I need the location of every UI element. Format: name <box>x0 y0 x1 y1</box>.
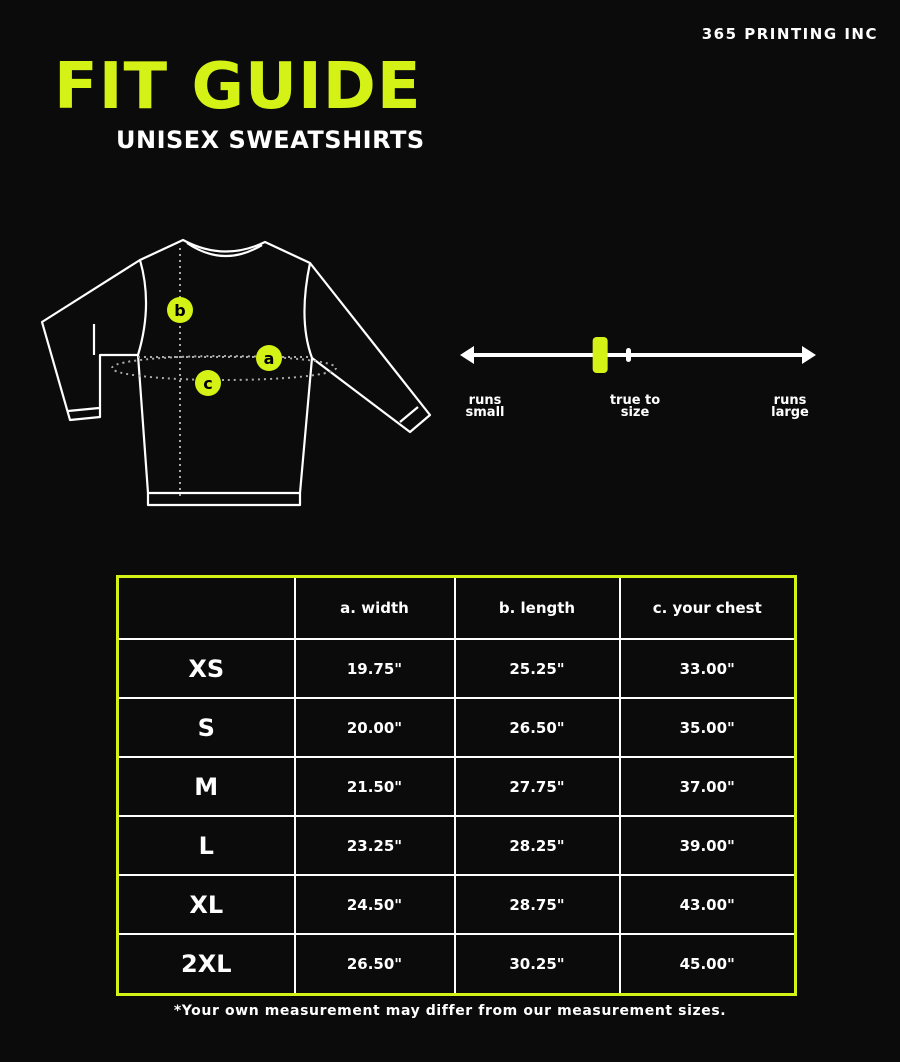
chest-cell: 33.00" <box>618 637 797 700</box>
width-cell: 21.50" <box>293 756 456 818</box>
length-cell: 27.75" <box>453 756 621 818</box>
header-width: a. width <box>293 575 456 640</box>
runs-large-label: runs large <box>771 393 809 420</box>
table-row: L 23.25" 28.25" 39.00" <box>116 815 797 877</box>
length-cell: 30.25" <box>453 933 621 996</box>
size-cell: S <box>116 697 296 759</box>
brand-name: 365 PRINTING INC <box>701 25 878 43</box>
width-cell: 24.50" <box>293 874 456 936</box>
length-cell: 28.75" <box>453 874 621 936</box>
table-row: S 20.00" 26.50" 35.00" <box>116 697 797 759</box>
arrow-left-icon <box>460 346 474 364</box>
sweatshirt-outline <box>40 238 432 507</box>
fit-marker <box>592 337 608 373</box>
chest-cell: 45.00" <box>618 933 797 996</box>
marker-c-label: c <box>203 374 212 393</box>
table-row: 2XL 26.50" 30.25" 45.00" <box>116 933 797 996</box>
fit-scale <box>460 337 816 373</box>
marker-a-label: a <box>264 349 275 368</box>
length-cell: 28.25" <box>453 815 621 877</box>
arrow-right-icon <box>802 346 816 364</box>
table-row: XL 24.50" 28.75" 43.00" <box>116 874 797 936</box>
measurement-lines <box>111 248 337 497</box>
size-table: a. width b. length c. your chest XS 19.75… <box>116 575 797 996</box>
width-cell: 20.00" <box>293 697 456 759</box>
page-subtitle: UNISEX SWEATSHIRTS <box>116 126 425 154</box>
size-cell: XL <box>116 874 296 936</box>
size-cell: L <box>116 815 296 877</box>
header-size <box>116 575 296 640</box>
sweatshirt-diagram: b a c <box>40 238 816 507</box>
chest-cell: 35.00" <box>618 697 797 759</box>
width-cell: 23.25" <box>293 815 456 877</box>
width-cell: 19.75" <box>293 637 456 700</box>
marker-b: b <box>167 297 193 323</box>
table-header-row: a. width b. length c. your chest <box>116 575 797 640</box>
footnote: *Your own measurement may differ from ou… <box>173 1003 727 1019</box>
width-cell: 26.50" <box>293 933 456 996</box>
chest-cell: 39.00" <box>618 815 797 877</box>
chest-cell: 37.00" <box>618 756 797 818</box>
true-to-size-label: true to size <box>609 393 661 420</box>
size-cell: 2XL <box>116 933 296 996</box>
chest-cell: 43.00" <box>618 874 797 936</box>
page-title: FIT GUIDE <box>54 50 422 124</box>
marker-a: a <box>256 345 282 371</box>
length-cell: 25.25" <box>453 637 621 700</box>
marker-c: c <box>195 370 221 396</box>
table-row: M 21.50" 27.75" 37.00" <box>116 756 797 818</box>
header-chest: c. your chest <box>618 575 797 640</box>
header-length: b. length <box>453 575 621 640</box>
size-cell: M <box>116 756 296 818</box>
center-tick <box>626 348 631 362</box>
table-row: XS 19.75" 25.25" 33.00" <box>116 637 797 700</box>
runs-small-label: runs small <box>465 393 505 420</box>
marker-b-label: b <box>174 301 185 320</box>
length-cell: 26.50" <box>453 697 621 759</box>
size-cell: XS <box>116 637 296 700</box>
